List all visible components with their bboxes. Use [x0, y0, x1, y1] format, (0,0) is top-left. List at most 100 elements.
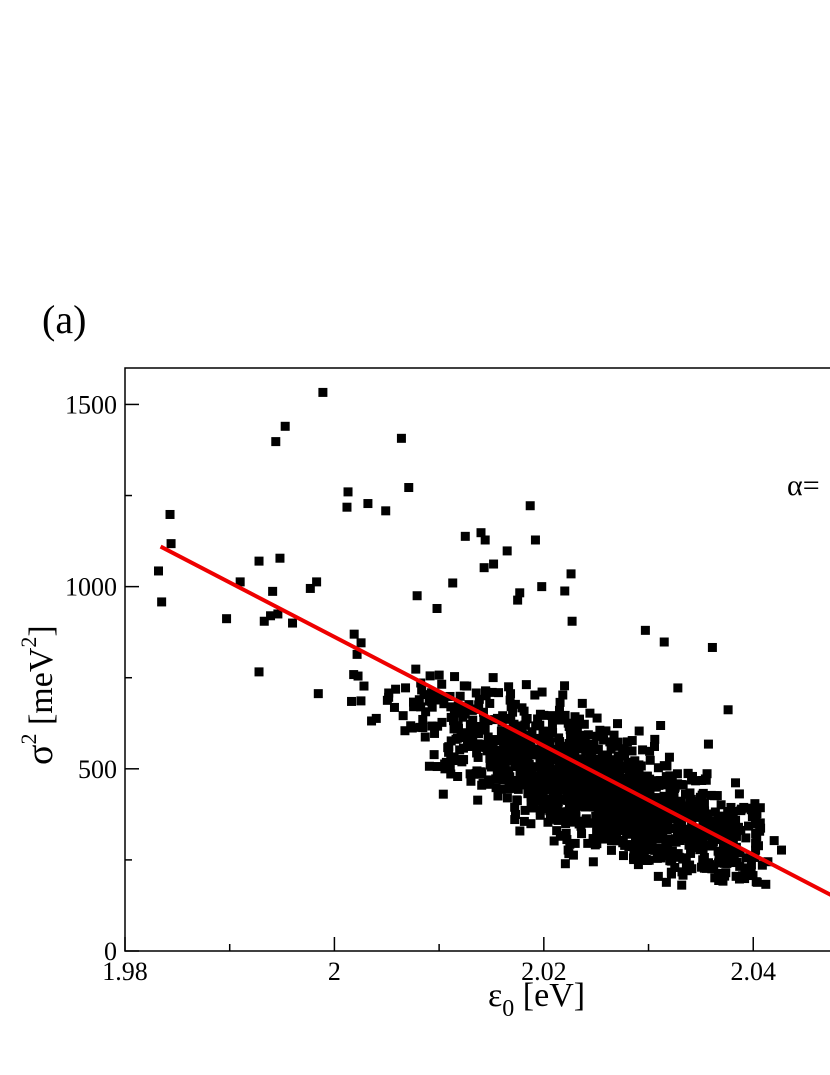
data-point [689, 835, 699, 845]
data-point [723, 705, 733, 715]
data-point [480, 535, 490, 545]
data-point [671, 837, 681, 847]
data-point [610, 809, 620, 819]
data-point [722, 822, 732, 832]
data-point [642, 771, 652, 781]
data-point [546, 770, 556, 780]
data-point [629, 849, 639, 859]
data-point [644, 791, 654, 801]
data-point [606, 744, 616, 754]
data-point [409, 702, 419, 712]
data-point [667, 813, 677, 823]
data-point [653, 763, 663, 773]
data-point [400, 726, 410, 736]
data-point [495, 755, 505, 765]
data-point [268, 586, 278, 596]
data-point [741, 853, 751, 863]
data-point [462, 741, 472, 751]
data-point [736, 806, 746, 816]
data-point [655, 805, 665, 815]
data-point [266, 611, 276, 621]
data-point [608, 831, 618, 841]
data-point [661, 842, 671, 852]
data-point [748, 871, 758, 881]
data-point [585, 770, 595, 780]
data-point [561, 780, 571, 790]
data-point [503, 784, 513, 794]
data-point [517, 771, 527, 781]
data-point [523, 783, 533, 793]
data-point [706, 790, 716, 800]
data-point [649, 742, 659, 752]
data-point [698, 817, 708, 827]
data-point [735, 848, 745, 858]
data-point [686, 848, 696, 858]
data-point [577, 698, 587, 708]
data-point [606, 845, 616, 855]
data-point [429, 750, 439, 760]
data-point [666, 867, 676, 877]
y-tick-label: 1500 [65, 390, 117, 419]
data-point [486, 762, 496, 772]
data-point [476, 528, 486, 538]
data-point [674, 852, 684, 862]
data-point [510, 809, 520, 819]
data-point [744, 821, 754, 831]
data-point [623, 776, 633, 786]
data-point [488, 673, 498, 683]
data-point [642, 778, 652, 788]
data-point [618, 851, 628, 861]
data-point [575, 714, 585, 724]
data-point [574, 783, 584, 793]
data-point [630, 814, 640, 824]
data-point [414, 695, 424, 705]
data-point [502, 793, 512, 803]
data-point [698, 855, 708, 865]
data-point [581, 814, 591, 824]
data-point [661, 808, 671, 818]
data-point [415, 722, 425, 732]
data-point [655, 776, 665, 786]
data-point [612, 783, 622, 793]
data-point [533, 733, 543, 743]
data-point [222, 614, 232, 624]
data-point [554, 705, 564, 715]
data-point [527, 765, 537, 775]
data-point [432, 603, 442, 613]
data-point [498, 761, 508, 771]
data-point [500, 714, 510, 724]
data-point [537, 582, 547, 592]
data-point [254, 667, 264, 677]
x-axis-label-sub: 0 [502, 996, 514, 1022]
data-point [492, 771, 502, 781]
x-axis-label-unit: [eV] [514, 977, 585, 1014]
data-point [661, 779, 671, 789]
data-point [662, 801, 672, 811]
data-point [389, 702, 399, 712]
data-point [536, 770, 546, 780]
data-point [624, 769, 634, 779]
data-point [560, 681, 570, 691]
data-point [731, 778, 741, 788]
data-point [567, 616, 577, 626]
data-point [716, 800, 726, 810]
data-point [420, 732, 430, 742]
data-point [661, 819, 671, 829]
data-point [627, 746, 637, 756]
data-point [553, 790, 563, 800]
data-point [154, 566, 164, 576]
data-point [530, 690, 540, 700]
data-point [584, 786, 594, 796]
data-point [565, 799, 575, 809]
data-point [474, 700, 484, 710]
data-point [719, 858, 729, 868]
data-point [426, 688, 436, 698]
data-point [564, 849, 574, 859]
data-point [494, 688, 504, 698]
data-point [665, 856, 675, 866]
data-point [444, 747, 454, 757]
data-point [673, 683, 683, 693]
data-point [564, 771, 574, 781]
data-point [627, 736, 637, 746]
data-point [686, 794, 696, 804]
